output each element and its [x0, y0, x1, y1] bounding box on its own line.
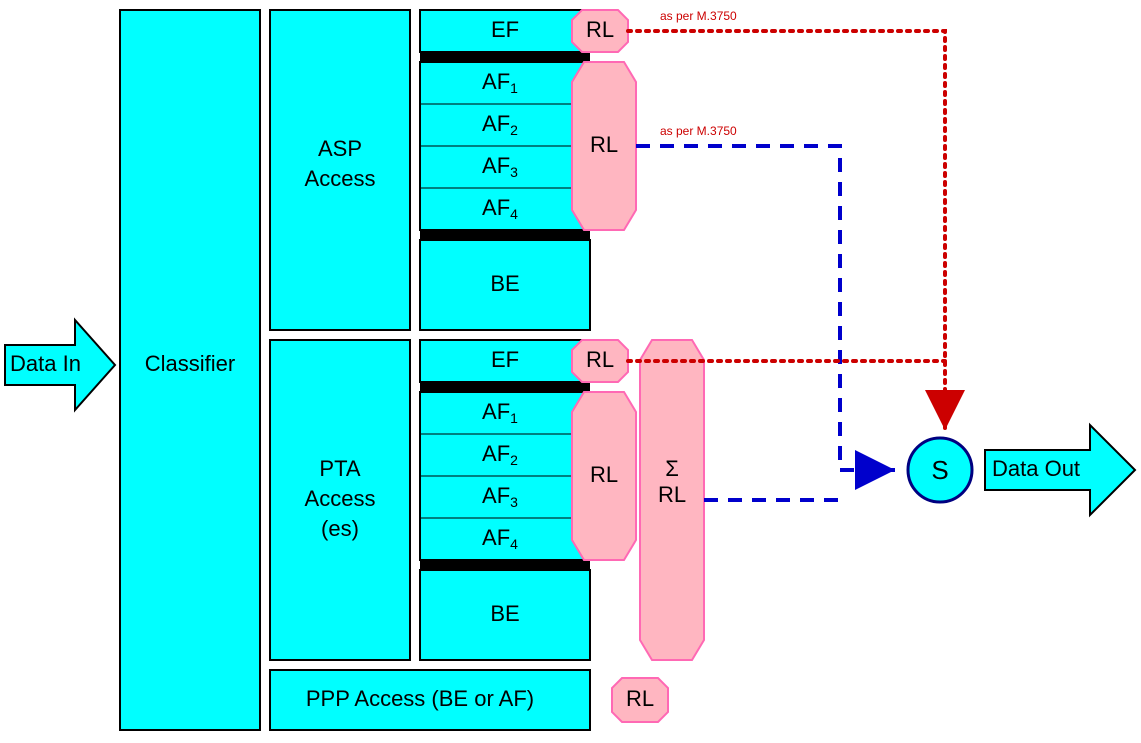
pta-af3: AF [482, 483, 510, 508]
asp-line2: Access [305, 166, 376, 191]
pta-af2: AF [482, 441, 510, 466]
svg-text:RL: RL [590, 132, 618, 157]
svg-text:RL: RL [586, 347, 614, 372]
asp-queues: EF AF1 AF2 AF3 AF4 BE [420, 10, 590, 330]
svg-text:RL: RL [658, 482, 686, 507]
asp-access-block: ASP Access [270, 10, 410, 330]
ppp-rl: RL [612, 678, 668, 722]
asp-af4: AF [482, 195, 510, 220]
asp-af1: AF [482, 69, 510, 94]
pta-ef: EF [491, 347, 519, 372]
asp-af-rl: RL [572, 62, 636, 230]
data-out-label: Data Out [992, 456, 1080, 481]
data-in-label: Data In [10, 351, 81, 376]
pta-queues: EF AF1 AF2 AF3 AF4 BE [420, 340, 590, 660]
asp-af2: AF [482, 111, 510, 136]
svg-text:RL: RL [590, 462, 618, 487]
pta-af1: AF [482, 399, 510, 424]
pta-af-rl: RL [572, 392, 636, 560]
pta-be: BE [490, 601, 519, 626]
data-out-arrow: Data Out [985, 425, 1135, 515]
svg-text:Σ: Σ [665, 456, 679, 481]
data-in-arrow: Data In [5, 320, 115, 410]
asp-line1: ASP [318, 136, 362, 161]
classifier-block: Classifier [120, 10, 260, 730]
asp-be: BE [490, 271, 519, 296]
svg-text:RL: RL [626, 686, 654, 711]
pta-ef-rl: RL [572, 340, 628, 382]
svg-text:S: S [931, 455, 948, 485]
pta-line2: Access [305, 486, 376, 511]
annot-mid: as per M.3750 [660, 124, 737, 138]
scheduler: S [908, 438, 972, 502]
pta-line3: (es) [321, 516, 359, 541]
classifier-label: Classifier [145, 351, 235, 376]
pta-line1: PTA [319, 456, 360, 481]
asp-af3: AF [482, 153, 510, 178]
annot-top: as per M.3750 [660, 9, 737, 23]
pta-af4: AF [482, 525, 510, 550]
sum-rl: Σ RL [640, 340, 704, 660]
asp-ef-rl: RL [572, 10, 628, 52]
svg-text:RL: RL [586, 17, 614, 42]
qos-diagram: Data In Classifier ASP Access PTA Access… [0, 0, 1141, 743]
asp-ef: EF [491, 17, 519, 42]
ppp-label: PPP Access (BE or AF) [306, 686, 534, 711]
ppp-access-block: PPP Access (BE or AF) [270, 670, 590, 730]
pta-access-block: PTA Access (es) [270, 340, 410, 660]
